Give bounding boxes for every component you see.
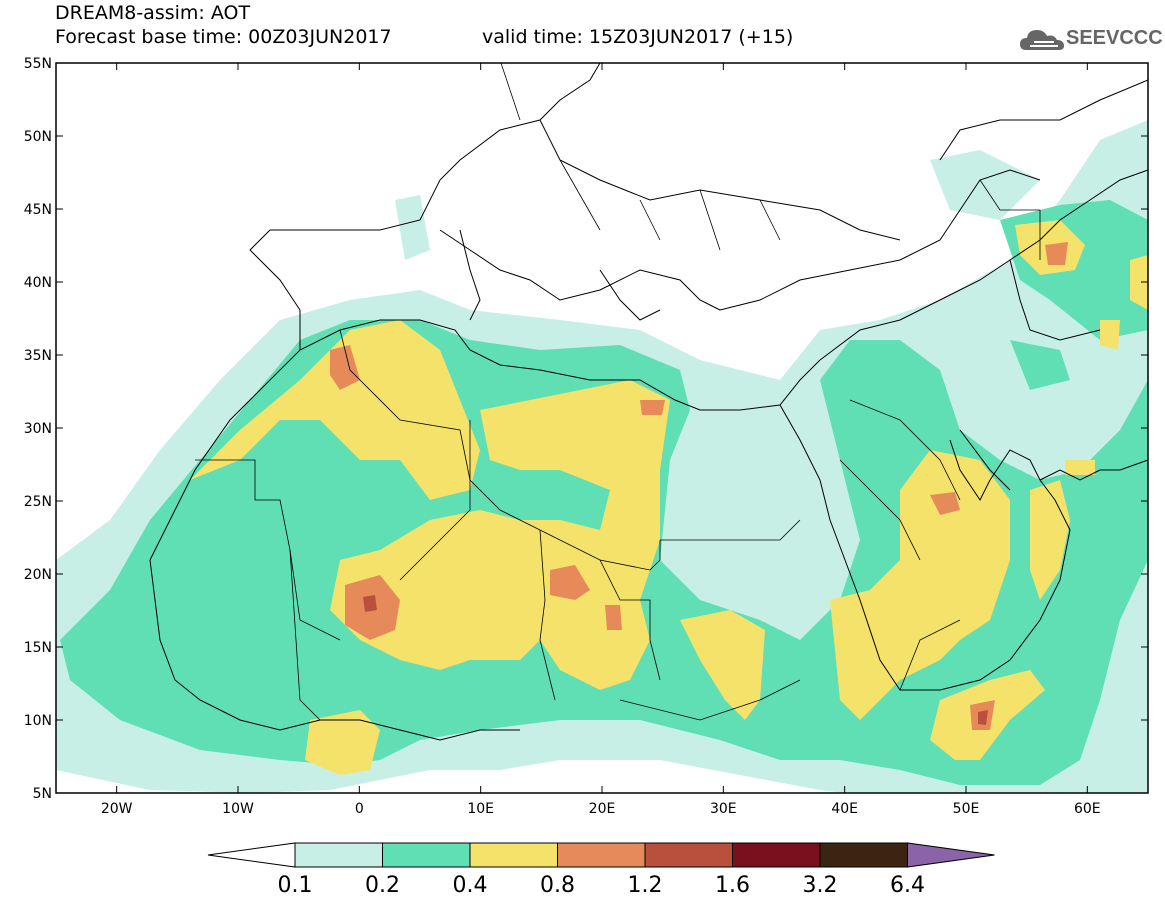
lat-label: 10N xyxy=(24,713,52,729)
aot-band-1-2 xyxy=(363,595,377,612)
lon-label: 60E xyxy=(1074,801,1101,817)
map-title: DREAM8-assim: AOT xyxy=(55,2,251,24)
aot-band-1-2 xyxy=(978,710,988,725)
colorbar-label: 1.2 xyxy=(628,873,663,898)
colorbar-label: 3.2 xyxy=(803,873,838,898)
colorbar-swatch xyxy=(819,842,908,868)
base-time: Forecast base time: 00Z03JUN2017 xyxy=(55,26,392,48)
aot-band-0-4 xyxy=(330,380,670,690)
lat-label: 5N xyxy=(33,786,52,802)
colorbar-label: 6.4 xyxy=(890,873,925,898)
lon-label: 30E xyxy=(710,801,737,817)
aot-band-0-4 xyxy=(830,450,1010,720)
cloud-icon xyxy=(1020,30,1064,50)
aot-band-0-4 xyxy=(1100,320,1120,350)
lon-axis: 20W 10W 0 10E 20E 30E 40E 50E 60E xyxy=(101,63,1101,817)
lon-label: 10E xyxy=(467,801,494,817)
lat-axis: 55N 50N 45N 40N 35N 30N 25N 20N 15N 10N 5N xyxy=(24,56,1148,802)
lat-label: 15N xyxy=(24,640,52,656)
colorbar-label: 0.2 xyxy=(365,873,400,898)
lon-label: 20E xyxy=(589,801,616,817)
aot-band-0-4 xyxy=(1130,255,1148,310)
colorbar-swatch xyxy=(469,842,558,868)
aot-band-0-2 xyxy=(1010,340,1070,390)
aot-band-0-8 xyxy=(1045,242,1068,265)
lon-label: 50E xyxy=(953,801,980,817)
coastlines xyxy=(149,63,1148,741)
aot-band-0-4 xyxy=(305,710,380,775)
lat-label: 30N xyxy=(24,421,52,437)
logo-text: SEEVCCC xyxy=(1066,27,1163,49)
lat-label: 25N xyxy=(24,494,52,510)
lat-label: 20N xyxy=(24,567,52,583)
aot-band-0-1 xyxy=(930,150,1040,220)
colorbar-label: 1.6 xyxy=(715,873,750,898)
colorbar-extend-low xyxy=(207,842,296,868)
aot-band-0-8 xyxy=(550,565,590,600)
aot-band-0-4 xyxy=(1065,460,1095,475)
country-borders xyxy=(195,63,1041,721)
colorbar-extend-high xyxy=(907,842,995,868)
aot-band-0-8 xyxy=(605,605,622,630)
lon-label: 0 xyxy=(355,801,364,817)
lat-label: 45N xyxy=(24,202,52,218)
colorbar: 0.1 0.2 0.4 0.8 1.2 1.6 3.2 6.4 xyxy=(207,842,995,898)
colorbar-label: 0.4 xyxy=(453,873,488,898)
lat-label: 40N xyxy=(24,275,52,291)
aot-band-0-8 xyxy=(330,345,360,390)
lat-label: 35N xyxy=(24,348,52,364)
aot-band-0-4 xyxy=(190,320,480,500)
aot-field xyxy=(56,120,1148,793)
colorbar-swatch xyxy=(557,842,646,868)
lon-label: 10W xyxy=(222,801,254,817)
colorbar-swatch xyxy=(644,842,733,868)
colorbar-swatch xyxy=(294,842,383,868)
aot-band-0-8 xyxy=(930,492,960,515)
lat-label: 55N xyxy=(24,56,52,72)
valid-time: valid time: 15Z03JUN2017 (+15) xyxy=(482,26,794,48)
colorbar-label: 0.8 xyxy=(540,873,575,898)
colorbar-swatch xyxy=(732,842,821,868)
colorbar-label: 0.1 xyxy=(278,873,313,898)
colorbar-swatch xyxy=(382,842,471,868)
aot-band-0-1 xyxy=(395,195,430,260)
aot-band-0-4 xyxy=(680,610,765,720)
lon-label: 20W xyxy=(101,801,133,817)
aot-band-0-8 xyxy=(640,400,665,415)
lon-label: 40E xyxy=(831,801,858,817)
lat-label: 50N xyxy=(24,129,52,145)
